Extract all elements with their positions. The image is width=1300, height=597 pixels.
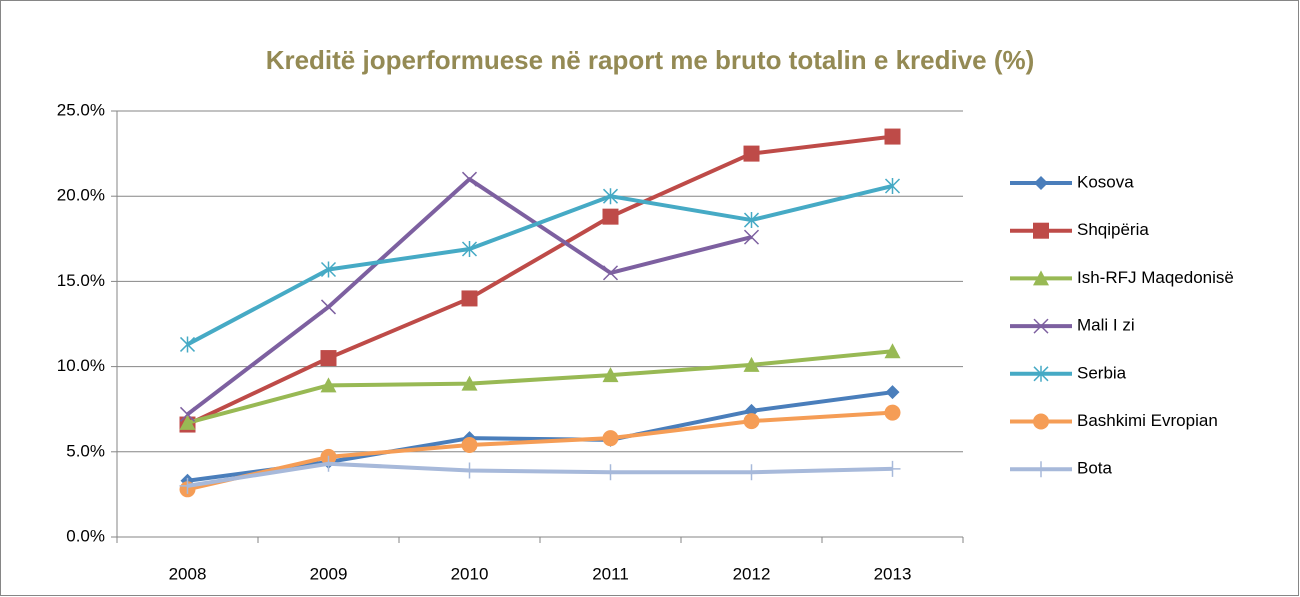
x-tick-label: 2012 [733, 564, 771, 583]
legend-label: Kosova [1077, 172, 1134, 191]
point-marker [461, 290, 478, 307]
point-marker [743, 145, 760, 162]
point-marker [461, 171, 478, 187]
x-tick-label: 2010 [451, 564, 489, 583]
legend-label: Bota [1077, 459, 1113, 478]
point-marker [884, 343, 901, 359]
point-marker [602, 367, 619, 383]
series-line [187, 461, 893, 488]
y-tick-label: 5.0% [66, 441, 105, 460]
point-marker [320, 377, 337, 393]
point-marker [602, 430, 619, 447]
point-marker [461, 462, 478, 479]
point-marker [320, 299, 337, 315]
legend-label: Bashkimi Evropian [1077, 411, 1218, 430]
legend-marker [1033, 222, 1049, 239]
point-marker [179, 336, 196, 353]
point-marker [602, 464, 619, 481]
series-line [187, 410, 893, 492]
point-marker [320, 455, 337, 472]
point-marker [179, 414, 196, 430]
point-marker [743, 413, 760, 430]
series-line [186, 134, 893, 427]
point-marker [179, 406, 196, 422]
y-tick-label: 20.0% [57, 186, 105, 205]
y-tick-label: 10.0% [57, 356, 105, 375]
point-marker [320, 350, 337, 367]
point-marker [320, 261, 337, 278]
point-marker [743, 356, 760, 372]
point-marker [885, 385, 900, 400]
y-tick-label: 25.0% [57, 100, 105, 119]
legend-label: Ish-RFJ Maqedonisë [1077, 268, 1234, 287]
series-line [186, 184, 893, 347]
point-marker [602, 208, 619, 225]
point-marker [884, 177, 901, 194]
series-line [187, 390, 893, 483]
point-marker [884, 128, 901, 145]
legend-marker [1033, 365, 1049, 382]
point-marker [884, 460, 901, 477]
point-marker [743, 229, 760, 245]
legend-marker [1033, 413, 1049, 430]
legend-marker [1033, 318, 1049, 334]
x-tick-label: 2011 [592, 564, 629, 583]
y-tick-label: 15.0% [57, 271, 105, 290]
x-tick-label: 2013 [874, 564, 912, 583]
x-tick-label: 2008 [169, 564, 207, 583]
point-marker [461, 436, 478, 453]
point-marker [743, 464, 760, 481]
legend-label: Serbia [1077, 363, 1127, 382]
point-marker [602, 188, 619, 205]
legend-marker [1034, 176, 1048, 190]
series-line [186, 349, 893, 425]
point-marker [602, 265, 619, 281]
y-tick-label: 0.0% [66, 526, 105, 545]
legend-label: Shqipëria [1077, 220, 1149, 239]
point-marker [461, 241, 478, 258]
legend-marker [1033, 270, 1049, 286]
point-marker [461, 375, 478, 391]
legend-label: Mali I zi [1077, 316, 1135, 335]
x-tick-label: 2009 [310, 564, 348, 583]
chart-title: Kreditë joperformuese në raport me bruto… [266, 45, 1035, 75]
legend-marker [1033, 461, 1049, 478]
point-marker [179, 477, 196, 494]
point-marker [743, 212, 760, 229]
point-marker [884, 404, 901, 421]
